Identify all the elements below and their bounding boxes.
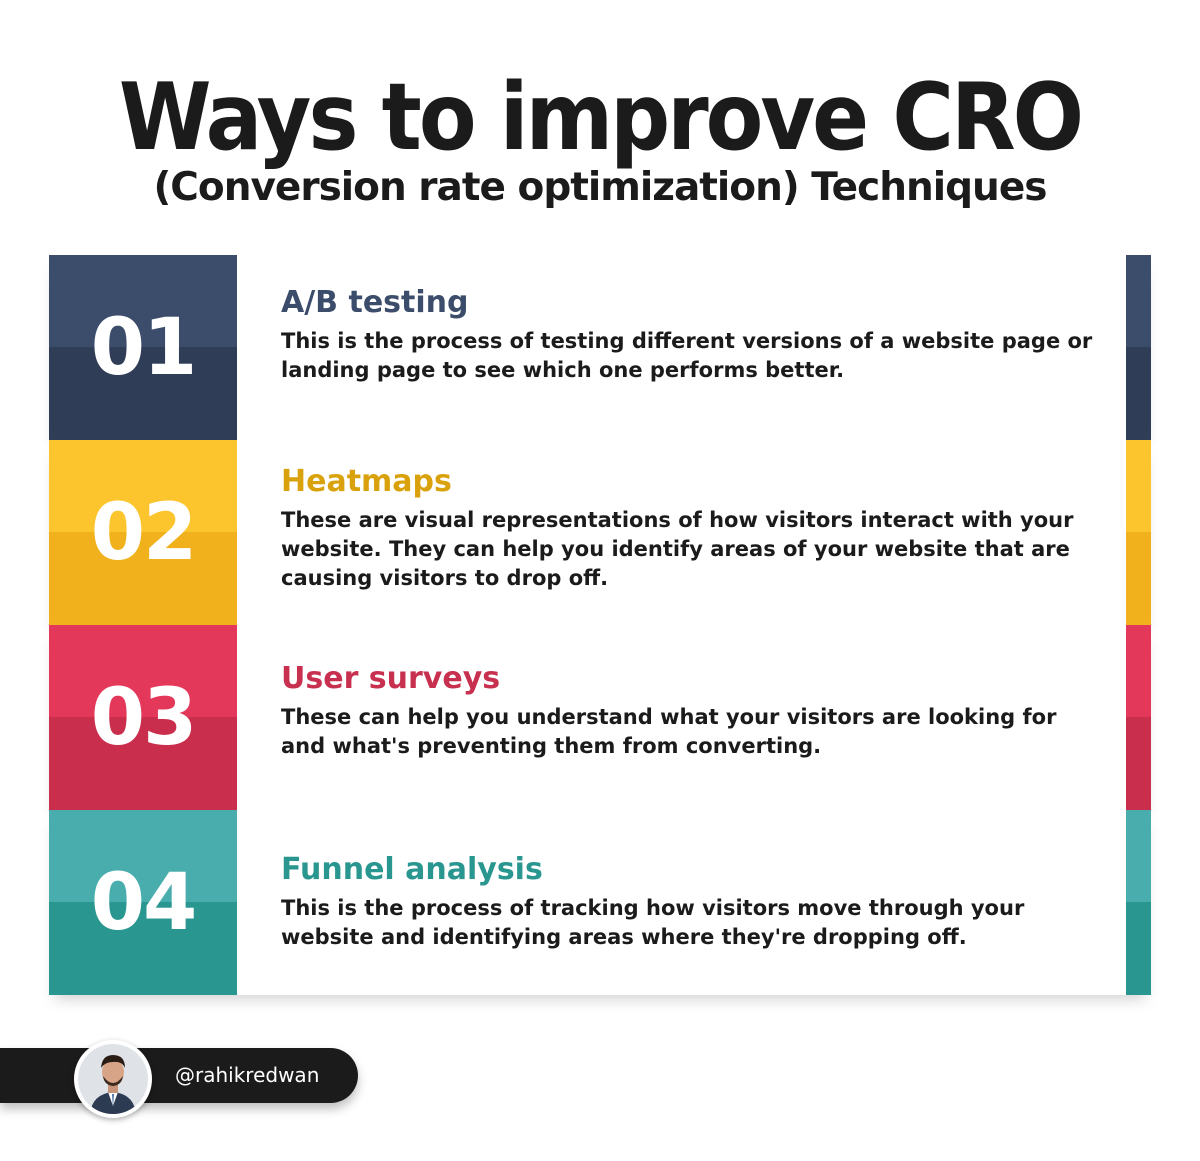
technique-number: 02 [90, 487, 198, 578]
technique-heading: User surveys [281, 661, 501, 696]
technique-card-funnel-analysis: 04 Funnel analysis This is the process o… [49, 810, 1151, 995]
technique-description: These can help you understand what your … [281, 705, 1057, 758]
technique-number: 04 [90, 857, 198, 948]
technique-card-user-surveys: 03 User surveys These can help you under… [49, 625, 1151, 810]
row-edge-accent [1126, 810, 1151, 995]
page-title: Ways to improve CRO [118, 63, 1084, 171]
row-edge-accent [1126, 255, 1151, 440]
technique-number-box: 03 [49, 625, 237, 810]
technique-card-heatmaps: 02 Heatmaps These are visual representat… [49, 440, 1151, 625]
technique-description: These are visual representations of how … [281, 508, 1074, 590]
technique-heading: A/B testing [281, 285, 469, 320]
technique-number-box: 01 [49, 255, 237, 440]
author-badge [0, 1048, 358, 1103]
technique-heading: Heatmaps [281, 464, 452, 499]
technique-number-box: 04 [49, 810, 237, 995]
author-handle: @rahikredwan [175, 1063, 320, 1087]
technique-number: 01 [90, 302, 198, 393]
row-edge-accent [1126, 625, 1151, 810]
technique-card-ab-testing: 01 A/B testing This is the process of te… [49, 255, 1151, 440]
row-edge-accent [1126, 440, 1151, 625]
page-subtitle: (Conversion rate optimization) Technique… [153, 165, 1047, 210]
technique-description: This is the process of tracking how visi… [281, 896, 1025, 949]
user-avatar-icon [74, 1040, 152, 1118]
technique-number: 03 [90, 672, 198, 763]
technique-description: This is the process of testing different… [281, 329, 1093, 382]
technique-heading: Funnel analysis [281, 852, 543, 887]
technique-number-box: 02 [49, 440, 237, 625]
